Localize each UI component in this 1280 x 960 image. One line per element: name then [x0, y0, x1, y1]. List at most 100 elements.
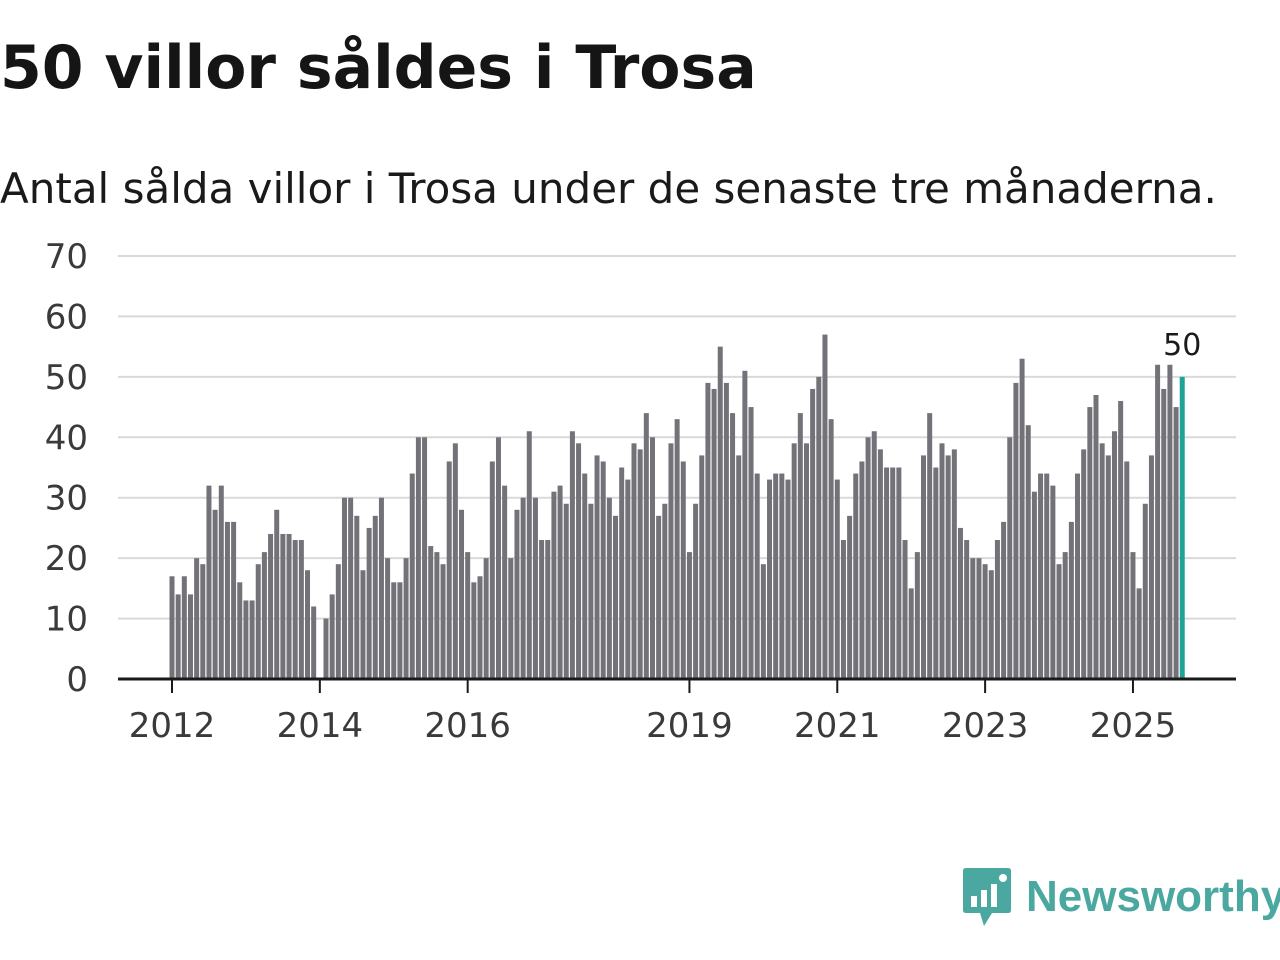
bar — [1087, 407, 1093, 679]
bar — [422, 437, 428, 679]
bar — [902, 540, 908, 679]
bar — [434, 552, 440, 679]
bar — [440, 564, 446, 679]
bar — [403, 558, 409, 679]
bar — [896, 467, 902, 679]
bar — [779, 473, 785, 679]
bar — [810, 388, 816, 679]
bar — [249, 600, 255, 679]
bar — [637, 449, 643, 679]
bar — [255, 564, 261, 679]
bar — [1081, 449, 1087, 679]
bar — [378, 497, 384, 679]
bar — [323, 618, 329, 679]
x-tick-label: 2025 — [1090, 706, 1177, 746]
bar — [791, 443, 797, 679]
newsworthy-logo-icon — [963, 868, 1011, 926]
highlight-data-label: 50 — [1163, 328, 1201, 363]
bar — [600, 461, 606, 679]
bar — [446, 461, 452, 679]
bar — [1142, 503, 1148, 679]
bar — [1007, 437, 1013, 679]
bar — [871, 431, 877, 679]
bar — [261, 552, 267, 679]
bar — [415, 437, 421, 679]
bar — [742, 370, 748, 679]
bar — [354, 515, 360, 679]
bar — [711, 388, 717, 679]
bar — [576, 443, 582, 679]
bar — [514, 509, 520, 679]
bar — [385, 558, 391, 679]
bar — [668, 443, 674, 679]
bar — [970, 558, 976, 679]
bar — [181, 576, 187, 679]
bar — [699, 455, 705, 679]
bar — [662, 503, 668, 679]
bar — [1075, 473, 1081, 679]
bar — [243, 600, 249, 679]
bar — [1001, 521, 1007, 679]
bar — [625, 479, 631, 679]
bar — [465, 552, 471, 679]
bar — [1148, 455, 1154, 679]
bar — [471, 582, 477, 679]
bar — [1124, 461, 1130, 679]
bar — [495, 437, 501, 679]
y-tick-label: 40 — [45, 418, 88, 458]
chart-subtitle: Antal sålda villor i Trosa under de sena… — [0, 164, 1217, 213]
bar — [551, 491, 557, 679]
bar — [348, 497, 354, 679]
bar — [1105, 455, 1111, 679]
x-tick-label: 2014 — [277, 706, 364, 746]
bar — [1038, 473, 1044, 679]
bar — [563, 503, 569, 679]
bar — [341, 497, 347, 679]
bar — [994, 540, 1000, 679]
y-tick-label: 20 — [45, 539, 88, 579]
bar — [231, 521, 237, 679]
bar — [717, 346, 723, 679]
bar — [305, 570, 311, 679]
bar — [545, 540, 551, 679]
bar — [1056, 564, 1062, 679]
bar — [1099, 443, 1105, 679]
bar — [760, 564, 766, 679]
bar — [656, 515, 662, 679]
bar — [797, 413, 803, 679]
bar — [582, 473, 588, 679]
bar — [187, 594, 193, 679]
bar — [680, 461, 686, 679]
bar — [908, 588, 914, 679]
bar — [298, 540, 304, 679]
bar — [686, 552, 692, 679]
bar — [649, 437, 655, 679]
bar — [939, 443, 945, 679]
bar — [834, 479, 840, 679]
bar — [631, 443, 637, 679]
bar — [606, 497, 612, 679]
bar — [1031, 491, 1037, 679]
bar — [613, 515, 619, 679]
bar — [914, 552, 920, 679]
bar — [847, 515, 853, 679]
bar — [489, 461, 495, 679]
bar — [360, 570, 366, 679]
brand-name: Newsworthy — [1026, 872, 1280, 921]
bar — [853, 473, 859, 679]
bar — [397, 582, 403, 679]
data-labels: 50 — [1163, 328, 1201, 363]
newsworthy-brand: Newsworthy — [962, 862, 1280, 932]
bar — [391, 582, 397, 679]
bar — [335, 564, 341, 679]
bar — [945, 455, 951, 679]
bar — [329, 594, 335, 679]
bar — [1093, 394, 1099, 679]
bar — [1173, 407, 1179, 679]
bar — [557, 485, 563, 679]
bar — [982, 564, 988, 679]
bar — [927, 413, 933, 679]
bar — [730, 413, 736, 679]
bar — [619, 467, 625, 679]
bar — [372, 515, 378, 679]
